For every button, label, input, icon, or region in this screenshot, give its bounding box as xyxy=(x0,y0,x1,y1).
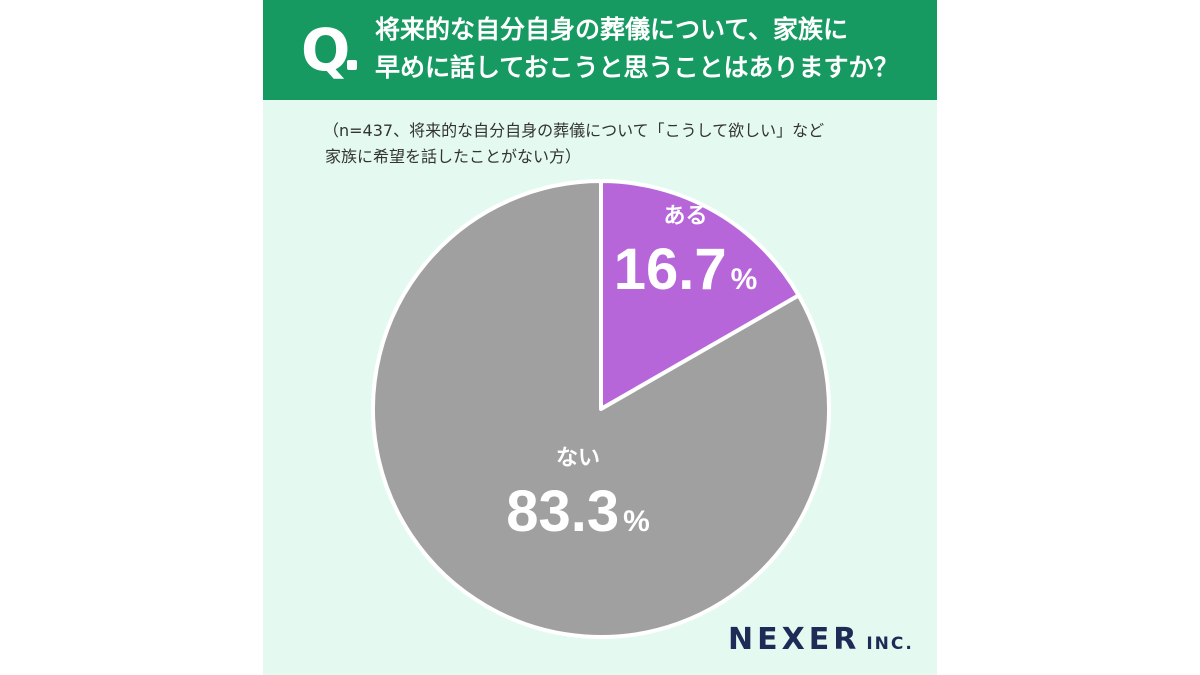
survey-card: Q 将来的な自分自身の葬儀について、家族に 早めに話しておこうと思うことはありま… xyxy=(263,0,937,675)
sample-note-line-1: （n=437、将来的な自分自身の葬儀について「こうして欲しい」など xyxy=(323,121,825,140)
question-header: Q 将来的な自分自身の葬儀について、家族に 早めに話しておこうと思うことはありま… xyxy=(263,0,937,100)
slice-label-aru: ある xyxy=(664,204,708,229)
question-text-line-2: 早めに話しておこうと思うことはありますか？ xyxy=(375,53,899,82)
logo-suffix: INC. xyxy=(866,634,914,654)
sample-note-line-2: 家族に希望を話したことがない方） xyxy=(325,147,582,166)
question-mark-dot xyxy=(347,60,357,70)
logo-name: NEXER xyxy=(728,622,861,657)
pie-slice-nai xyxy=(371,179,831,639)
pie-slice-aru xyxy=(599,179,801,411)
slice-value-aru: 16.7% xyxy=(614,237,758,302)
slice-label-nai: ない xyxy=(556,446,600,471)
question-mark-q: Q xyxy=(301,16,351,84)
question-text-line-1: 将来的な自分自身の葬儀について、家族に xyxy=(375,15,849,44)
pie-chart: ある 16.7 % ない 83.3% xyxy=(371,179,831,639)
slice-value-nai: 83.3% xyxy=(506,479,650,544)
nexer-logo: NEXER INC. xyxy=(728,622,914,657)
